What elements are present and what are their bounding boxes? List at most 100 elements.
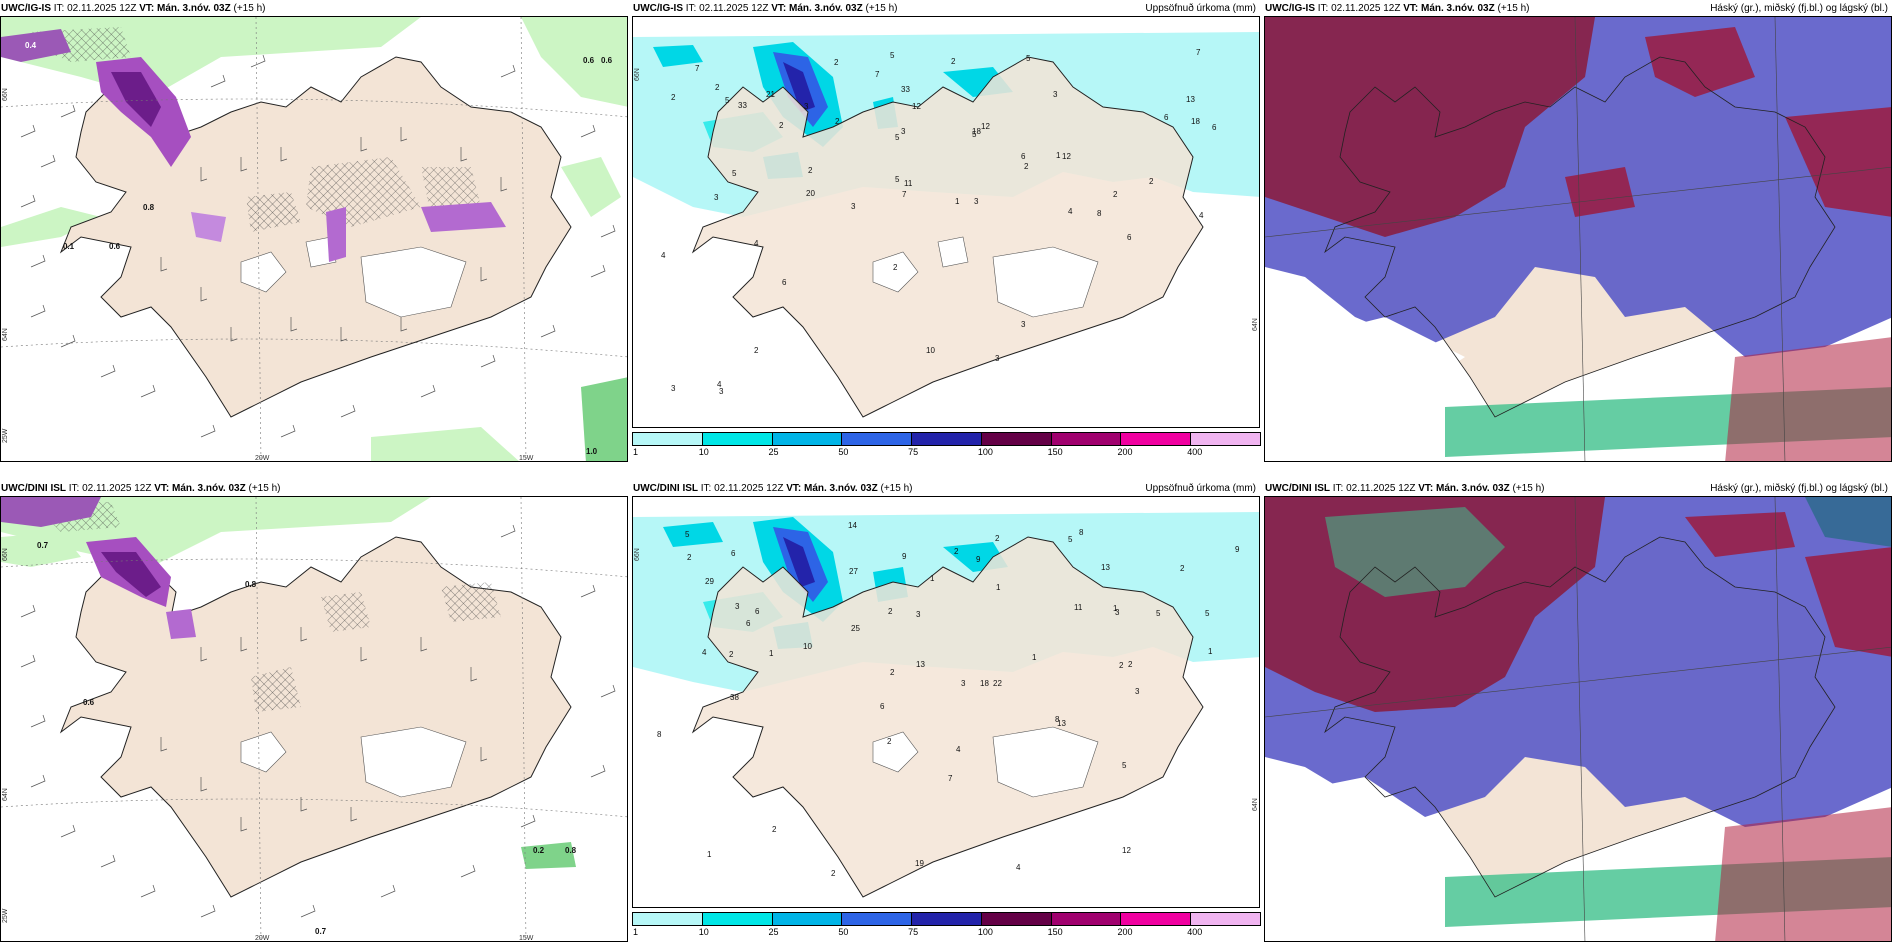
colorbar-tick: 150 xyxy=(1047,447,1063,457)
precip-value: 4 xyxy=(956,745,961,754)
panel-precip-igis: UWC/IG-IS IT: 02.11.2025 12Z VT: Mán. 3.… xyxy=(632,0,1261,457)
colorbar-cell xyxy=(701,432,773,446)
precip-value: 2 xyxy=(1149,177,1154,186)
colorbar-tick: 200 xyxy=(1117,927,1133,937)
precip-value: 10 xyxy=(803,642,812,651)
colorbar-cell xyxy=(1120,432,1192,446)
lat-label: 66N xyxy=(634,548,641,561)
precip-value: 2 xyxy=(1119,661,1124,670)
precip-value: 2 xyxy=(754,346,759,355)
precip-value: 4 xyxy=(1016,863,1021,872)
precip-value: 3 xyxy=(1053,90,1058,99)
precip-value: 6 xyxy=(755,607,760,616)
precip-value: 3 xyxy=(714,193,719,202)
precip-value: 7 xyxy=(1196,48,1201,57)
precip-value: 5 xyxy=(1205,609,1210,618)
colorbar-cell xyxy=(701,912,773,926)
panel-title: UWC/DINI ISL IT: 02.11.2025 12Z VT: Mán.… xyxy=(1265,483,1545,494)
precip-value: 5 xyxy=(732,169,737,178)
precip-value: 3 xyxy=(804,102,809,111)
precip-value: 5 xyxy=(685,530,690,539)
precip-value: 3 xyxy=(974,197,979,206)
value-label: 1.0 xyxy=(586,447,598,456)
precip-value: 2 xyxy=(995,534,1000,543)
precip-value: 7 xyxy=(695,64,700,73)
panel-subtitle: Háský (gr.), miðský (fj.bl.) og lágský (… xyxy=(1710,483,1888,494)
map-frame xyxy=(1264,16,1892,462)
colorbar-cell xyxy=(771,912,843,926)
precip-value: 9 xyxy=(976,555,981,564)
lon-label: 15W xyxy=(519,455,534,462)
precip-value: 5 xyxy=(1026,54,1031,63)
precip-value: 33 xyxy=(901,85,910,94)
colorbar-cell xyxy=(1190,912,1261,926)
lat-label: 64N xyxy=(2,788,9,801)
precip-value: 2 xyxy=(888,607,893,616)
precip-value: 1 xyxy=(1113,604,1118,613)
value-label: 0.4 xyxy=(25,41,37,50)
value-label: 0.6 xyxy=(83,698,95,707)
precip-value: 2 xyxy=(808,166,813,175)
colorbar-cell xyxy=(632,432,703,446)
colorbar-tick: 200 xyxy=(1117,447,1133,457)
precip-value: 1 xyxy=(1056,151,1061,160)
panel-subtitle: Uppsöfnuð úrkoma (mm) xyxy=(1145,483,1256,494)
colorbar: 1 10 25 50 75 100 150 200 400 xyxy=(632,912,1261,937)
colorbar-cell xyxy=(1120,912,1192,926)
precip-value: 18 xyxy=(980,679,989,688)
precip-value: 3 xyxy=(995,354,1000,363)
precip-value: 2 xyxy=(890,668,895,677)
precip-value: 3 xyxy=(851,202,856,211)
precip-value: 5 xyxy=(895,133,900,142)
precip-value: 3 xyxy=(719,387,724,396)
panel-clouds-dini: UWC/DINI ISL IT: 02.11.2025 12Z VT: Mán.… xyxy=(1264,480,1892,942)
panel-precip-dini: UWC/DINI ISL IT: 02.11.2025 12Z VT: Mán.… xyxy=(632,480,1261,937)
lat-label: 66N xyxy=(2,88,9,101)
lat-label: 64N xyxy=(1252,798,1259,811)
precip-value: 1 xyxy=(1208,647,1213,656)
map-frame: 0.4 0.6 0.6 0.8 0.1 0.6 1.0 66N 64N 25W … xyxy=(0,16,628,462)
colorbar-tick: 1 xyxy=(633,447,639,457)
precip-value: 19 xyxy=(915,859,924,868)
precip-value: 6 xyxy=(1212,123,1217,132)
precip-value: 2 xyxy=(1024,162,1029,171)
colorbar-cell xyxy=(1190,432,1261,446)
precip-value: 12 xyxy=(981,122,990,131)
colorbar-cell xyxy=(841,912,913,926)
precip-value: 3 xyxy=(1021,320,1026,329)
lon-label: 20W xyxy=(255,455,270,462)
precip-value: 6 xyxy=(782,278,787,287)
colorbar-tick: 75 xyxy=(908,927,919,937)
precip-value: 1 xyxy=(955,197,960,206)
value-label: 0.8 xyxy=(143,203,155,212)
colorbar-tick: 10 xyxy=(698,447,709,457)
lon-label: 20W xyxy=(255,935,270,942)
precip-value: 13 xyxy=(1186,95,1195,104)
panel-title: UWC/DINI ISL IT: 02.11.2025 12Z VT: Mán.… xyxy=(1,483,281,494)
precip-value: 13 xyxy=(1101,563,1110,572)
value-label: 0.1 xyxy=(63,242,75,251)
precip-value: 13 xyxy=(916,660,925,669)
value-label: 0.6 xyxy=(109,242,121,251)
value-label: 0.6 xyxy=(583,56,595,65)
precip-value: 10 xyxy=(926,346,935,355)
precip-value: 11 xyxy=(904,179,913,188)
panel-title: UWC/IG-IS IT: 02.11.2025 12Z VT: Mán. 3.… xyxy=(633,3,898,14)
precip-value: 2 xyxy=(893,263,898,272)
map-frame: 66N 64N 14 8 9 9 9 6 5 5 2 2 2 29 27 25 18 22 13 13 11 10 6 6… xyxy=(632,496,1260,908)
value-label: 0.7 xyxy=(315,927,327,936)
colorbar-cell xyxy=(980,432,1052,446)
precip-value: 3 xyxy=(671,384,676,393)
precip-value: 14 xyxy=(848,521,857,530)
precip-value: 2 xyxy=(772,825,777,834)
colorbar-cell xyxy=(911,432,982,446)
colorbar-cell xyxy=(911,912,982,926)
colorbar-tick: 25 xyxy=(768,927,779,937)
precip-value: 1 xyxy=(707,850,712,859)
precip-value: 2 xyxy=(835,117,840,126)
precip-value: 3 xyxy=(735,602,740,611)
map-frame: 0.7 0.6 0.8 0.2 0.8 0.7 66N 64N 25W 20W … xyxy=(0,496,628,942)
precip-value: 6 xyxy=(1164,113,1169,122)
precip-value: 2 xyxy=(1113,190,1118,199)
